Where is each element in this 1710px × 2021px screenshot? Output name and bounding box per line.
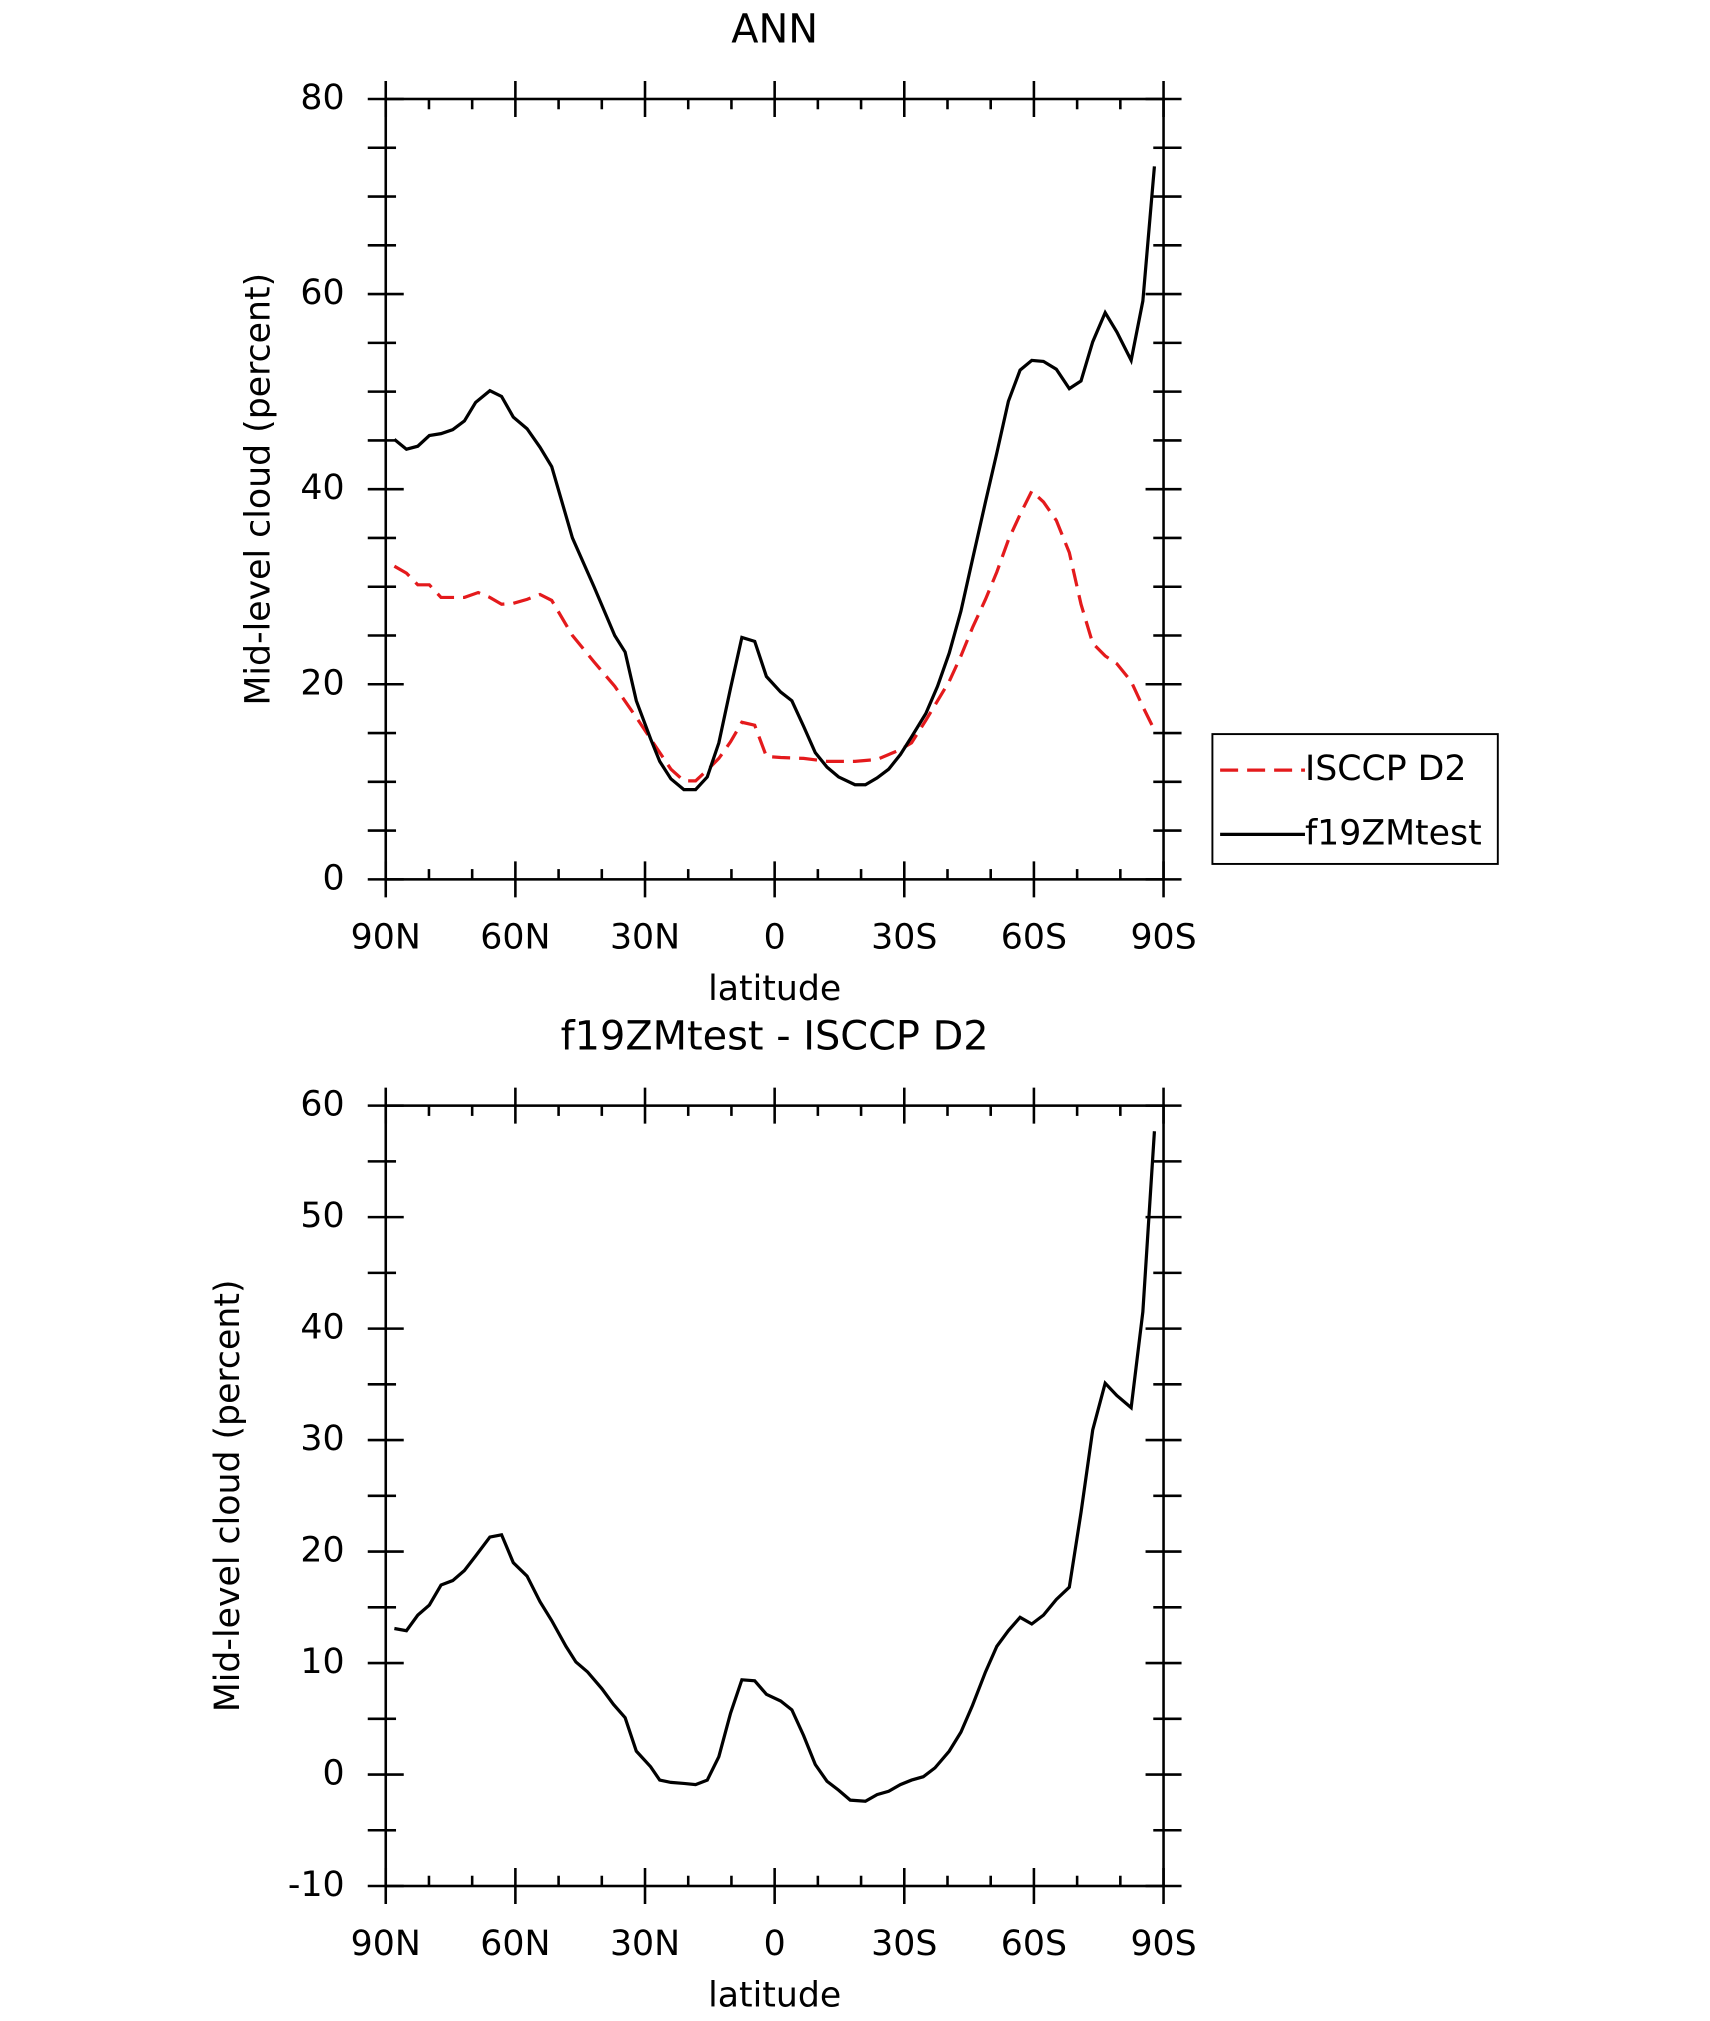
plot-frame <box>384 1104 1165 1888</box>
y-tick-label: 30 <box>300 1419 344 1459</box>
y-axis-label: Mid-level cloud (percent) <box>239 273 279 706</box>
x-tick-label: 60S <box>1001 918 1067 958</box>
x-axis-label: latitude <box>708 1976 841 2016</box>
y-tick-label: 10 <box>300 1642 344 1682</box>
y-tick-label: -10 <box>288 1865 345 1905</box>
y-tick-label: 80 <box>300 78 344 118</box>
y-tick-label: 20 <box>300 663 344 703</box>
x-tick-label: 0 <box>764 1924 786 1964</box>
x-tick-label: 30S <box>871 918 937 958</box>
y-tick-label: 0 <box>323 1754 345 1794</box>
x-tick-label: 90S <box>1130 1924 1196 1964</box>
y-tick-label: 40 <box>300 1308 344 1348</box>
x-tick-label: 60S <box>1001 1924 1067 1964</box>
y-tick-label: 60 <box>300 273 344 313</box>
data-line <box>393 488 1156 783</box>
x-tick-label: 30S <box>871 1924 937 1964</box>
legend-label: f19ZMtest <box>1305 813 1482 853</box>
legend-box <box>1211 733 1499 865</box>
x-tick-label: 30N <box>610 1924 680 1964</box>
plot-frame <box>384 97 1165 881</box>
x-tick-label: 60N <box>480 918 550 958</box>
y-tick-label: 50 <box>300 1196 344 1236</box>
chart-title: f19ZMtest - ISCCP D2 <box>561 1013 989 1059</box>
y-tick-label: 20 <box>300 1531 344 1571</box>
x-tick-label: 60N <box>480 1924 550 1964</box>
data-line <box>393 166 1157 792</box>
chart-title: ANN <box>731 7 818 53</box>
y-tick-label: 60 <box>300 1085 344 1125</box>
x-axis-label: latitude <box>708 969 841 1009</box>
x-tick-label: 90N <box>351 1924 421 1964</box>
y-axis-label: Mid-level cloud (percent) <box>208 1279 248 1712</box>
data-line <box>394 1131 1157 1803</box>
x-tick-label: 0 <box>764 918 786 958</box>
y-tick-label: 0 <box>323 858 345 898</box>
legend-label: ISCCP D2 <box>1305 749 1466 789</box>
x-tick-label: 90S <box>1130 918 1196 958</box>
x-tick-label: 90N <box>351 918 421 958</box>
y-tick-label: 40 <box>300 468 344 508</box>
x-tick-label: 30N <box>610 918 680 958</box>
